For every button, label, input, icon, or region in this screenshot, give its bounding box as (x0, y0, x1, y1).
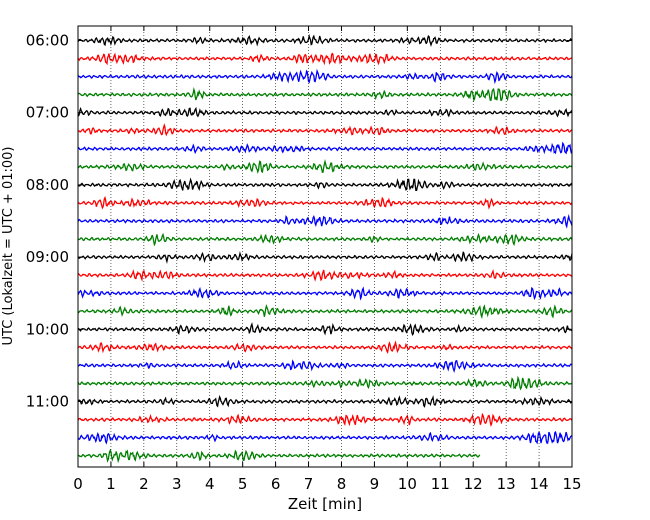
trace-0645 (77, 86, 573, 102)
trace-0745 (77, 159, 573, 174)
trace-0615 (77, 52, 573, 66)
trace-0730 (77, 141, 573, 155)
x-axis-ticks: 0 1 2 3 4 5 6 7 8 9 10 11 12 13 14 15 (73, 26, 582, 493)
plot-frame (77, 25, 573, 468)
trace-1115 (77, 412, 573, 427)
y-tick-label: 08:00 (26, 176, 69, 194)
trace-0600 (77, 33, 573, 48)
trace-0630 (77, 68, 573, 85)
trace-1100 (77, 395, 573, 408)
y-tick-label: 09:00 (26, 248, 69, 266)
x-tick-label: 5 (238, 475, 248, 493)
trace-0915 (77, 268, 573, 282)
x-tick-label: 11 (431, 475, 450, 493)
y-tick-label: 11:00 (26, 393, 69, 411)
x-tick-label: 10 (398, 475, 417, 493)
trace-1045 (77, 375, 573, 391)
x-tick-label: 15 (562, 475, 581, 493)
trace-1015 (77, 340, 573, 354)
x-tick-label: 0 (73, 475, 83, 493)
x-tick-label: 9 (370, 475, 380, 493)
trace-0945 (77, 303, 573, 320)
x-tick-label: 4 (205, 475, 215, 493)
y-tick-label: 06:00 (26, 32, 69, 50)
y-tick-label: 07:00 (26, 104, 69, 122)
trace-0815 (77, 195, 573, 210)
x-tick-label: 2 (139, 475, 149, 493)
x-tick-label: 7 (304, 475, 314, 493)
trace-0830 (77, 213, 573, 229)
trace-1030 (77, 359, 573, 374)
x-axis-label: Zeit [min] (288, 495, 362, 513)
y-axis-ticks: 06:00 07:00 08:00 09:00 10:00 11:00 (26, 32, 572, 411)
x-tick-label: 8 (337, 475, 347, 493)
trace-0715 (77, 123, 573, 137)
trace-0700 (77, 106, 573, 118)
trace-1000 (77, 322, 573, 337)
x-tick-label: 13 (497, 475, 516, 493)
trace-1130 (77, 430, 573, 445)
trace-0930 (77, 286, 573, 301)
x-tick-label: 3 (172, 475, 182, 493)
y-tick-label: 10:00 (26, 320, 69, 338)
trace-0800 (77, 177, 573, 192)
trace-0845 (77, 232, 572, 247)
trace-1145 (77, 448, 481, 464)
x-tick-label: 1 (106, 475, 116, 493)
x-tick-label: 12 (464, 475, 483, 493)
x-tick-label: 14 (530, 475, 549, 493)
trace-0900 (77, 251, 573, 264)
x-tick-label: 6 (271, 475, 281, 493)
y-axis-label: UTC (Lokalzeit = UTC + 01:00) (1, 147, 16, 346)
seismic-traces (77, 33, 573, 464)
